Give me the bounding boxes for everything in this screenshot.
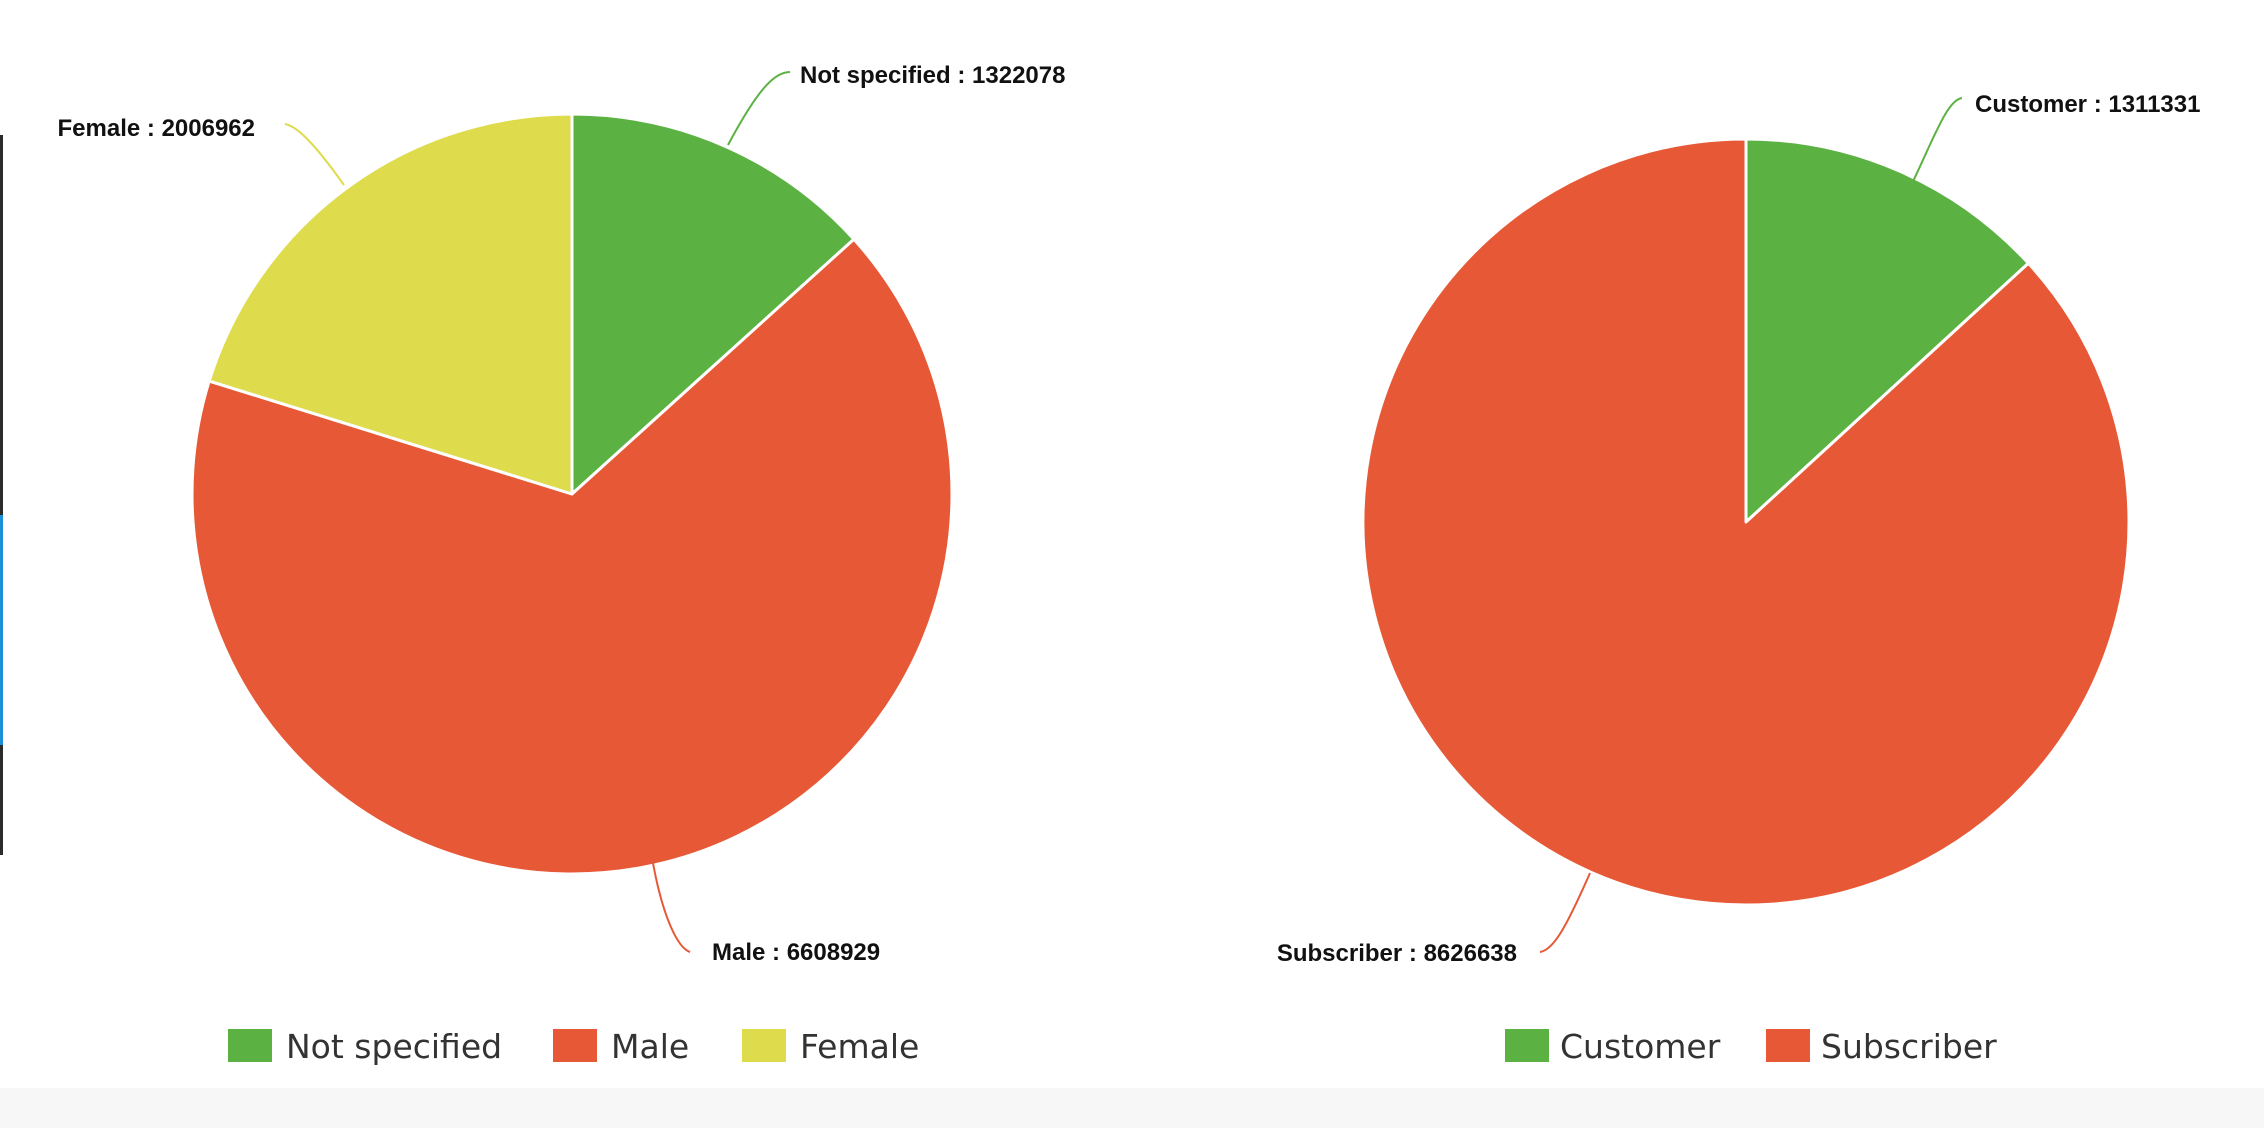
legend-label-female: Female <box>800 1027 919 1066</box>
legend-item-customer[interactable]: Customer <box>1505 1027 1721 1066</box>
gender-pie-slices <box>190 112 954 876</box>
legend-label-male: Male <box>611 1027 689 1066</box>
leader-line-female <box>284 123 345 186</box>
pie-slice-not-specified[interactable] <box>570 112 856 496</box>
bottom-strip <box>0 1088 2264 1128</box>
usertype-pie-slices <box>1361 137 2131 907</box>
usertype-pie-leaders <box>1539 97 1963 953</box>
legend-item-female[interactable]: Female <box>742 1027 919 1066</box>
left-edge-dark-bar <box>0 135 3 515</box>
legend-label-not-specified: Not specified <box>286 1027 502 1066</box>
legend-label-subscriber: Subscriber <box>1821 1027 1997 1066</box>
legend-item-not-specified[interactable]: Not specified <box>228 1027 502 1066</box>
pie-slice-subscriber[interactable] <box>1361 137 2131 907</box>
leader-line-not-specified <box>727 71 791 146</box>
gender-pie-chart: Not specified : 1322078 Female : 2006962… <box>58 62 1066 1066</box>
slice-label-customer: Customer : 1311331 <box>1975 91 2200 118</box>
slice-label-subscriber: Subscriber : 8626638 <box>1277 940 1517 967</box>
left-edge-blue-bar <box>0 515 3 745</box>
legend-item-male[interactable]: Male <box>553 1027 689 1066</box>
gender-pie-legend: Not specified Male Female <box>228 1027 919 1066</box>
slice-label-male: Male : 6608929 <box>712 939 880 966</box>
slice-label-female: Female : 2006962 <box>58 115 255 142</box>
legend-item-subscriber[interactable]: Subscriber <box>1766 1027 1997 1066</box>
left-edge-dark-bar-lower <box>0 745 3 855</box>
usertype-pie-chart: Customer : 1311331 Subscriber : 8626638 … <box>1277 91 2201 1066</box>
legend-label-customer: Customer <box>1560 1027 1721 1066</box>
slice-label-not-specified: Not specified : 1322078 <box>800 62 1065 89</box>
leader-line-subscriber <box>1539 872 1591 953</box>
legend-swatch-subscriber <box>1766 1029 1810 1062</box>
legend-swatch-customer <box>1505 1029 1549 1062</box>
leader-line-customer <box>1899 97 1963 209</box>
legend-swatch-not-specified <box>228 1029 272 1062</box>
pie-slice-female[interactable] <box>207 112 574 496</box>
usertype-pie-legend: Customer Subscriber <box>1505 1027 1997 1066</box>
pie-slice-customer[interactable] <box>1744 137 2030 524</box>
legend-swatch-male <box>553 1029 597 1062</box>
gender-pie-leaders <box>284 71 791 953</box>
legend-swatch-female <box>742 1029 786 1062</box>
leader-line-male <box>652 862 691 953</box>
